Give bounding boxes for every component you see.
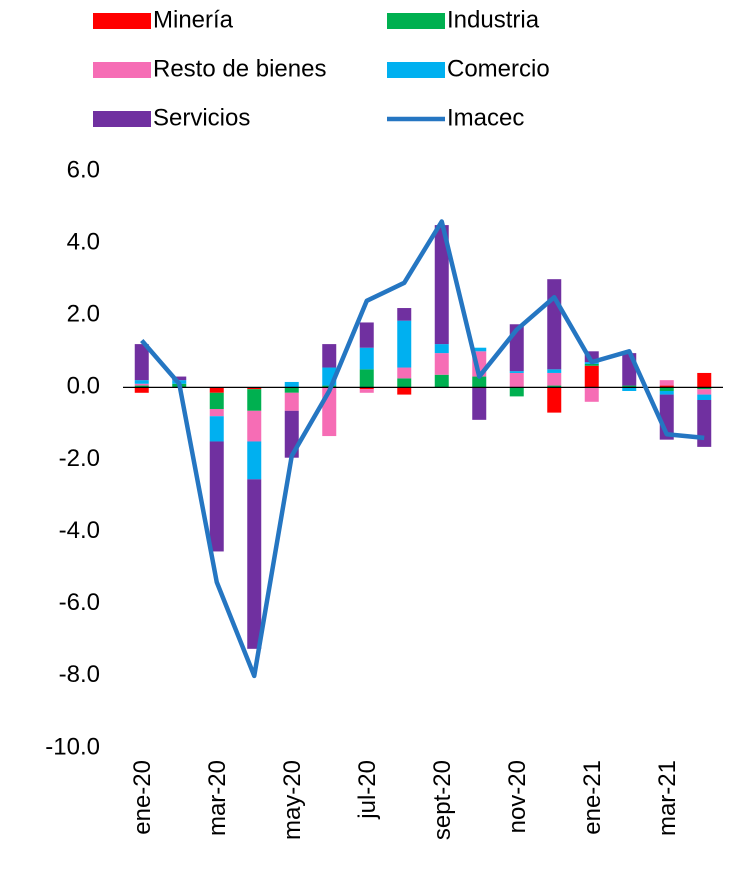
- y-tick-label: -2.0: [59, 445, 100, 472]
- bar-segment: [697, 387, 712, 390]
- bar-segment: [472, 376, 487, 388]
- bar-segment: [547, 369, 562, 373]
- bar-segment: [659, 380, 674, 386]
- bar-segment: [247, 389, 262, 411]
- bar-segment: [584, 387, 599, 402]
- bar-segment: [359, 347, 374, 370]
- bar-segment: [509, 371, 524, 373]
- legend-label: Comercio: [447, 55, 550, 82]
- bar-segment: [134, 387, 149, 393]
- legend-label: Servicios: [153, 104, 250, 131]
- line-series: [140, 219, 705, 679]
- bar-segment: [359, 322, 374, 348]
- x-tick-label: ene-20: [129, 760, 156, 835]
- bar-segment: [397, 378, 412, 388]
- legend-label: Minería: [153, 6, 234, 33]
- bar-segment: [697, 394, 712, 400]
- bar-segment: [472, 347, 487, 352]
- bar-segment: [134, 344, 149, 381]
- bar-segment: [209, 441, 224, 552]
- bar-segment: [397, 367, 412, 379]
- bar-segment: [397, 320, 412, 368]
- bar-segment: [209, 409, 224, 417]
- bar-segment: [697, 389, 712, 395]
- legend-label: Imacec: [447, 104, 524, 131]
- bar-segment: [284, 387, 299, 393]
- bar-segment: [622, 387, 637, 391]
- y-tick-label: 6.0: [67, 156, 100, 183]
- bar-segment: [209, 416, 224, 442]
- x-tick-label: ene-21: [579, 760, 606, 835]
- bar-segment: [247, 410, 262, 442]
- bar-segment: [359, 387, 374, 390]
- bar-segment: [359, 369, 374, 388]
- bar-segment: [584, 363, 599, 366]
- y-tick-label: -10.0: [45, 733, 100, 760]
- y-tick-label: 2.0: [67, 301, 100, 328]
- bar-segment: [547, 387, 562, 413]
- legend-swatch: [93, 62, 151, 78]
- bar-segment: [322, 344, 337, 368]
- bar-segment: [359, 389, 374, 393]
- bar-segment: [584, 351, 599, 363]
- bar-segment: [284, 381, 299, 388]
- y-tick-label: -8.0: [59, 661, 100, 688]
- legend-swatch: [387, 62, 445, 78]
- bar-segment: [134, 385, 149, 388]
- bar-segment: [172, 376, 187, 381]
- bar-segment: [247, 441, 262, 480]
- y-tick-label: -4.0: [59, 517, 100, 544]
- bar-segment: [284, 392, 299, 411]
- legend-label: Industria: [447, 6, 540, 33]
- bar-segment: [434, 374, 449, 388]
- bar-segment: [472, 387, 487, 420]
- y-tick-label: -6.0: [59, 589, 100, 616]
- x-tick-label: sept-20: [429, 760, 456, 840]
- legend-swatch: [93, 13, 151, 29]
- x-tick-label: mar-20: [204, 760, 231, 836]
- bar-segment: [397, 387, 412, 395]
- bar-segment: [547, 372, 562, 386]
- bar-segment: [697, 372, 712, 388]
- bar-segment: [434, 225, 449, 345]
- x-tick-label: mar-21: [654, 760, 681, 836]
- bar-segment: [509, 387, 524, 397]
- y-tick-label: 0.0: [67, 373, 100, 400]
- x-tick-label: jul-20: [354, 760, 381, 820]
- bar-segment: [622, 385, 637, 388]
- bar-segment: [509, 372, 524, 388]
- bar-segment: [659, 387, 674, 391]
- bar-segment: [134, 380, 149, 384]
- bar-segment: [209, 387, 224, 393]
- bar-segment: [247, 387, 262, 390]
- legend-swatch: [387, 13, 445, 29]
- bar-segment: [547, 279, 562, 370]
- bar-segment: [434, 344, 449, 354]
- bar-segment: [659, 390, 674, 395]
- bar-segment: [584, 365, 599, 388]
- x-tick-label: nov-20: [504, 760, 531, 833]
- bar-segment: [209, 392, 224, 410]
- bar-segment: [434, 353, 449, 375]
- legend-label: Resto de bienes: [153, 55, 326, 82]
- bar-segment: [397, 308, 412, 321]
- bar-segment: [547, 385, 562, 388]
- bar-segment: [697, 399, 712, 447]
- bar-segment: [659, 385, 674, 388]
- y-tick-label: 4.0: [67, 228, 100, 255]
- bar-segment: [134, 383, 149, 386]
- legend-swatch: [93, 111, 151, 127]
- bar-segment: [247, 479, 262, 649]
- x-tick-label: may-20: [279, 760, 306, 840]
